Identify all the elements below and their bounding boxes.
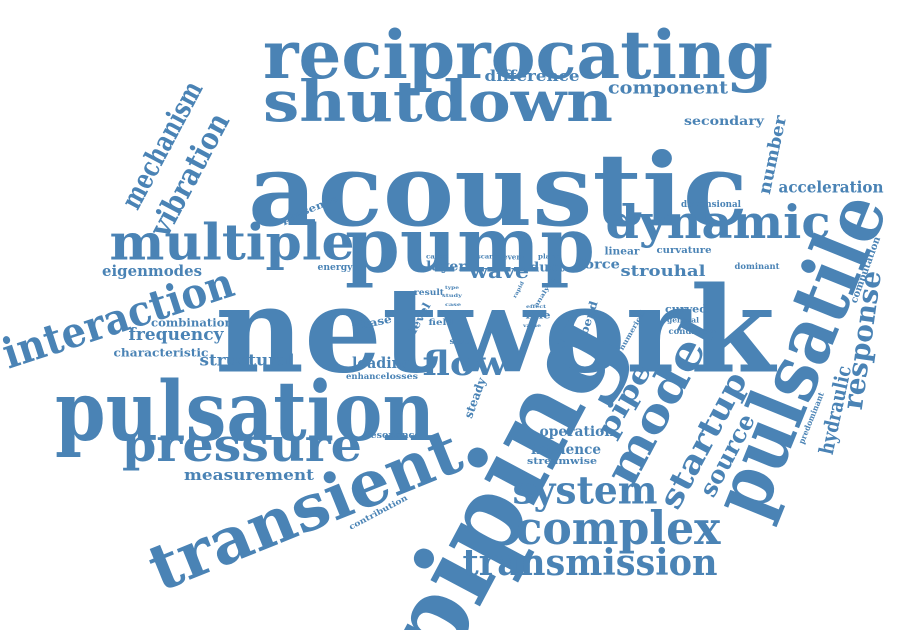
word-study: study — [442, 293, 463, 299]
word-plane: plane — [538, 254, 560, 261]
word-layer: layer — [426, 260, 466, 275]
word-loading: loading — [352, 354, 412, 372]
word-line: line — [526, 311, 551, 322]
word-event: event — [503, 253, 526, 262]
word-effect: effect — [526, 304, 547, 310]
word-difference: difference — [485, 67, 580, 85]
word-duct: duct — [530, 261, 565, 276]
word-acceleration: acceleration — [779, 178, 884, 197]
word-resonance: resonance — [366, 431, 421, 441]
word-state: state — [450, 336, 475, 346]
word-operation: operation — [540, 424, 615, 440]
word-linear: linear — [605, 247, 641, 258]
word-force: force — [578, 258, 620, 273]
word-shutdown: shutdown — [263, 69, 613, 135]
word-scarce: scarce — [477, 254, 501, 261]
word-pump: pump — [345, 201, 595, 290]
word-result: result — [414, 287, 444, 297]
word-value: value — [522, 323, 541, 329]
word-losses: losses — [386, 371, 419, 381]
word-curved: curved — [665, 305, 707, 316]
word-acoustic: acoustic — [248, 131, 748, 249]
word-cause: cause — [426, 254, 448, 261]
word-enhance: enhance — [346, 371, 386, 381]
word-component: component — [608, 78, 729, 99]
word-multiple: multiple — [110, 213, 355, 272]
word-condition: condition — [669, 326, 714, 336]
word-dimensional: dimensional — [681, 200, 742, 210]
word-combination: combination — [151, 317, 233, 330]
word-complex: complex — [516, 501, 722, 555]
word-system: system — [513, 468, 658, 513]
word-frequency: frequency — [129, 325, 225, 345]
word-dominant: dominant — [735, 261, 780, 271]
word-case: case — [445, 302, 461, 308]
word-transmission: transmission — [463, 542, 718, 584]
word-network: network — [215, 261, 777, 400]
word-secondary: secondary — [684, 114, 765, 128]
word-reciprocating: reciprocating — [263, 16, 773, 94]
word-curvature: curvature — [657, 246, 712, 256]
word-structural: structural — [200, 351, 295, 370]
word-streamwise: streamwise — [527, 457, 597, 467]
word-wave: wave — [468, 259, 529, 283]
word-measurement: measurement — [184, 466, 314, 484]
word-pulsation: pulsation — [55, 364, 435, 460]
word-flow: flow — [423, 344, 509, 384]
word-dynamic: dynamic — [606, 195, 831, 249]
word-general: general — [667, 316, 699, 325]
word-pressure: pressure — [122, 418, 362, 472]
word-influence: influence — [531, 442, 601, 458]
word-energy: energy — [318, 263, 354, 273]
word-characteristic: characteristic — [114, 347, 209, 360]
word-type: type — [445, 285, 459, 291]
word-eigenmodes: eigenmodes — [102, 262, 202, 280]
word-strouhal: strouhal — [621, 262, 706, 280]
word-field: field — [429, 317, 455, 327]
